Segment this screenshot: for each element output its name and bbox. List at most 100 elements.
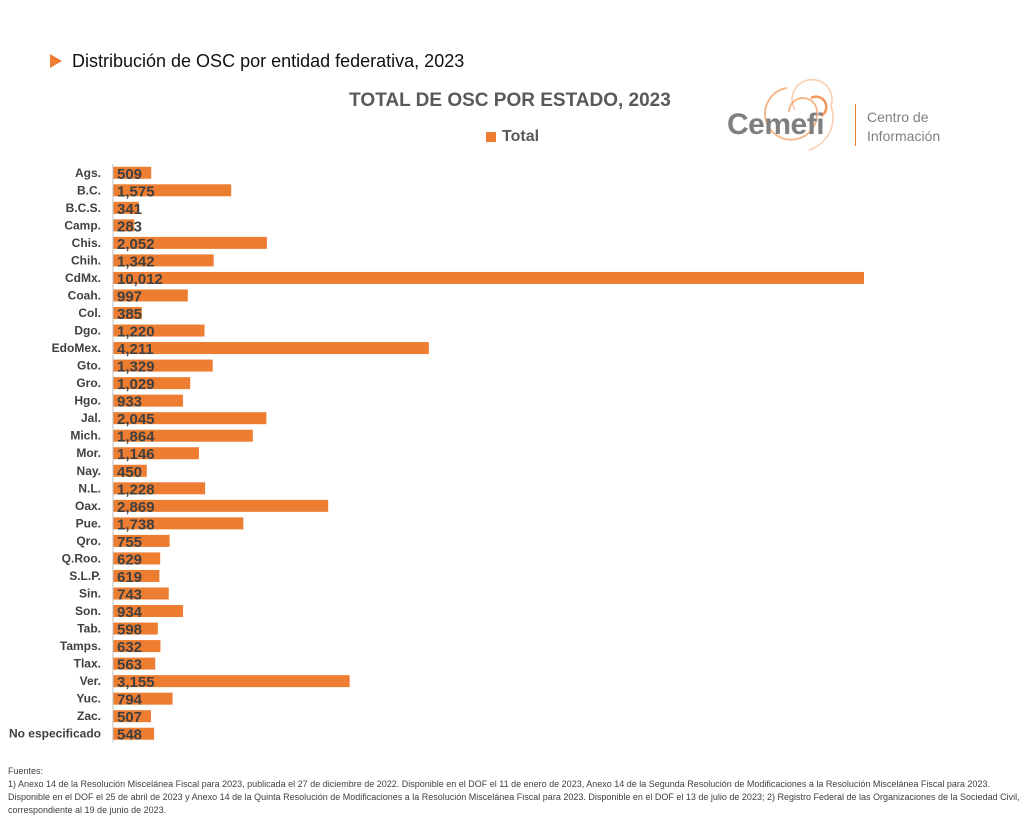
category-label: Mor. xyxy=(76,446,101,460)
data-label: 1,575 xyxy=(117,183,155,200)
category-label: Yuc. xyxy=(76,692,101,706)
bar xyxy=(113,201,139,214)
data-label: 1,228 xyxy=(117,481,155,498)
data-label: 632 xyxy=(117,639,142,656)
category-label: Tab. xyxy=(77,622,101,636)
data-label: 507 xyxy=(117,709,142,726)
category-label: Nay. xyxy=(77,464,101,478)
category-label: Chih. xyxy=(71,253,101,267)
sources-text: 1) Anexo 14 de la Resolución Miscelánea … xyxy=(8,779,1020,815)
category-label: Son. xyxy=(75,604,101,618)
data-label: 933 xyxy=(117,394,142,411)
category-label: Mich. xyxy=(70,429,101,443)
bar xyxy=(113,429,253,442)
data-label: 563 xyxy=(117,657,142,674)
section-title: Distribución de OSC por entidad federati… xyxy=(72,50,465,71)
bar xyxy=(113,289,188,302)
category-label: Hgo. xyxy=(74,394,101,408)
bar xyxy=(113,219,135,232)
data-label: 1,329 xyxy=(117,359,155,376)
category-label: Dgo. xyxy=(74,324,101,338)
category-label: B.C.S. xyxy=(66,201,101,215)
category-label: Col. xyxy=(78,306,101,320)
bar xyxy=(113,254,214,267)
section-header: Distribución de OSC por entidad federati… xyxy=(50,49,464,73)
bar xyxy=(113,271,864,284)
bar xyxy=(113,710,152,723)
data-label: 2,052 xyxy=(117,236,155,253)
category-label: Jal. xyxy=(81,411,101,425)
sources-footer: Fuentes: 1) Anexo 14 de la Resolución Mi… xyxy=(8,765,1020,817)
bar xyxy=(113,324,205,337)
category-label: Q.Roo. xyxy=(62,551,101,565)
data-label: 2,045 xyxy=(117,411,155,428)
data-label: 4,211 xyxy=(117,341,154,358)
bar xyxy=(113,166,152,179)
bar-chart: Ags. 509 B.C. 1,575 B.C.S. 341 Camp. 283 Chis. 2,… xyxy=(9,164,864,744)
category-label: S.L.P. xyxy=(69,569,101,583)
bar xyxy=(113,552,161,565)
bar xyxy=(113,587,169,600)
data-label: 619 xyxy=(117,569,142,586)
logo-swirl-icon xyxy=(764,78,834,151)
data-label: 1,738 xyxy=(117,516,155,533)
bar xyxy=(113,307,142,320)
bar xyxy=(113,464,147,477)
data-label: 629 xyxy=(117,551,142,568)
data-label: 1,146 xyxy=(117,446,155,463)
logo-divider xyxy=(855,104,856,146)
category-label: Pue. xyxy=(76,516,101,530)
data-label: 1,864 xyxy=(117,429,155,446)
data-label: 743 xyxy=(117,586,142,603)
bar xyxy=(113,657,156,670)
bar xyxy=(113,499,329,512)
category-label: Coah. xyxy=(68,288,101,302)
data-label: 598 xyxy=(117,622,142,639)
category-label: Tlax. xyxy=(74,657,101,671)
bar xyxy=(113,727,155,740)
logo-subtitle-line1: Centro de xyxy=(867,109,929,125)
triangle-right-icon xyxy=(50,54,62,68)
data-label: 1,342 xyxy=(117,253,155,270)
category-label: No especificado xyxy=(9,727,101,741)
bar xyxy=(113,447,199,460)
data-label: 794 xyxy=(117,692,143,709)
data-label: 509 xyxy=(117,166,142,183)
category-label: Gro. xyxy=(76,376,101,390)
category-label: B.C. xyxy=(77,183,101,197)
bar xyxy=(113,482,206,495)
data-label: 10,012 xyxy=(117,271,163,288)
category-label: Oax. xyxy=(75,499,101,513)
bar xyxy=(113,342,429,355)
bar xyxy=(113,377,191,390)
category-label: Tamps. xyxy=(60,639,101,653)
bar xyxy=(113,622,158,635)
category-label: Qro. xyxy=(76,534,101,548)
category-label: Zac. xyxy=(77,709,101,723)
data-label: 1,029 xyxy=(117,376,155,393)
legend-swatch xyxy=(486,132,496,142)
data-label: 934 xyxy=(117,604,143,621)
chart-legend: Total xyxy=(486,128,539,146)
bar xyxy=(113,517,244,530)
category-label: CdMx. xyxy=(65,271,101,285)
bar xyxy=(113,692,173,705)
bar xyxy=(113,640,161,653)
logo-wordmark: Cemefi xyxy=(727,108,825,141)
sources-heading: Fuentes: xyxy=(8,766,44,776)
data-label: 341 xyxy=(117,201,142,218)
data-label: 450 xyxy=(117,464,142,481)
logo-subtitle-line2: Información xyxy=(867,128,941,144)
bar xyxy=(113,605,184,618)
category-label: Sin. xyxy=(79,586,101,600)
chart-title: TOTAL DE OSC POR ESTADO, 2023 xyxy=(349,90,671,111)
data-label: 755 xyxy=(117,534,142,551)
category-label: Gto. xyxy=(77,359,101,373)
data-label: 2,869 xyxy=(117,499,155,516)
bar xyxy=(113,412,267,425)
data-label: 1,220 xyxy=(117,324,155,341)
bar xyxy=(113,675,350,688)
cemefi-logo: Cemefi Centro de Información xyxy=(727,76,957,156)
data-label: 3,155 xyxy=(117,674,155,691)
bar xyxy=(113,236,267,249)
